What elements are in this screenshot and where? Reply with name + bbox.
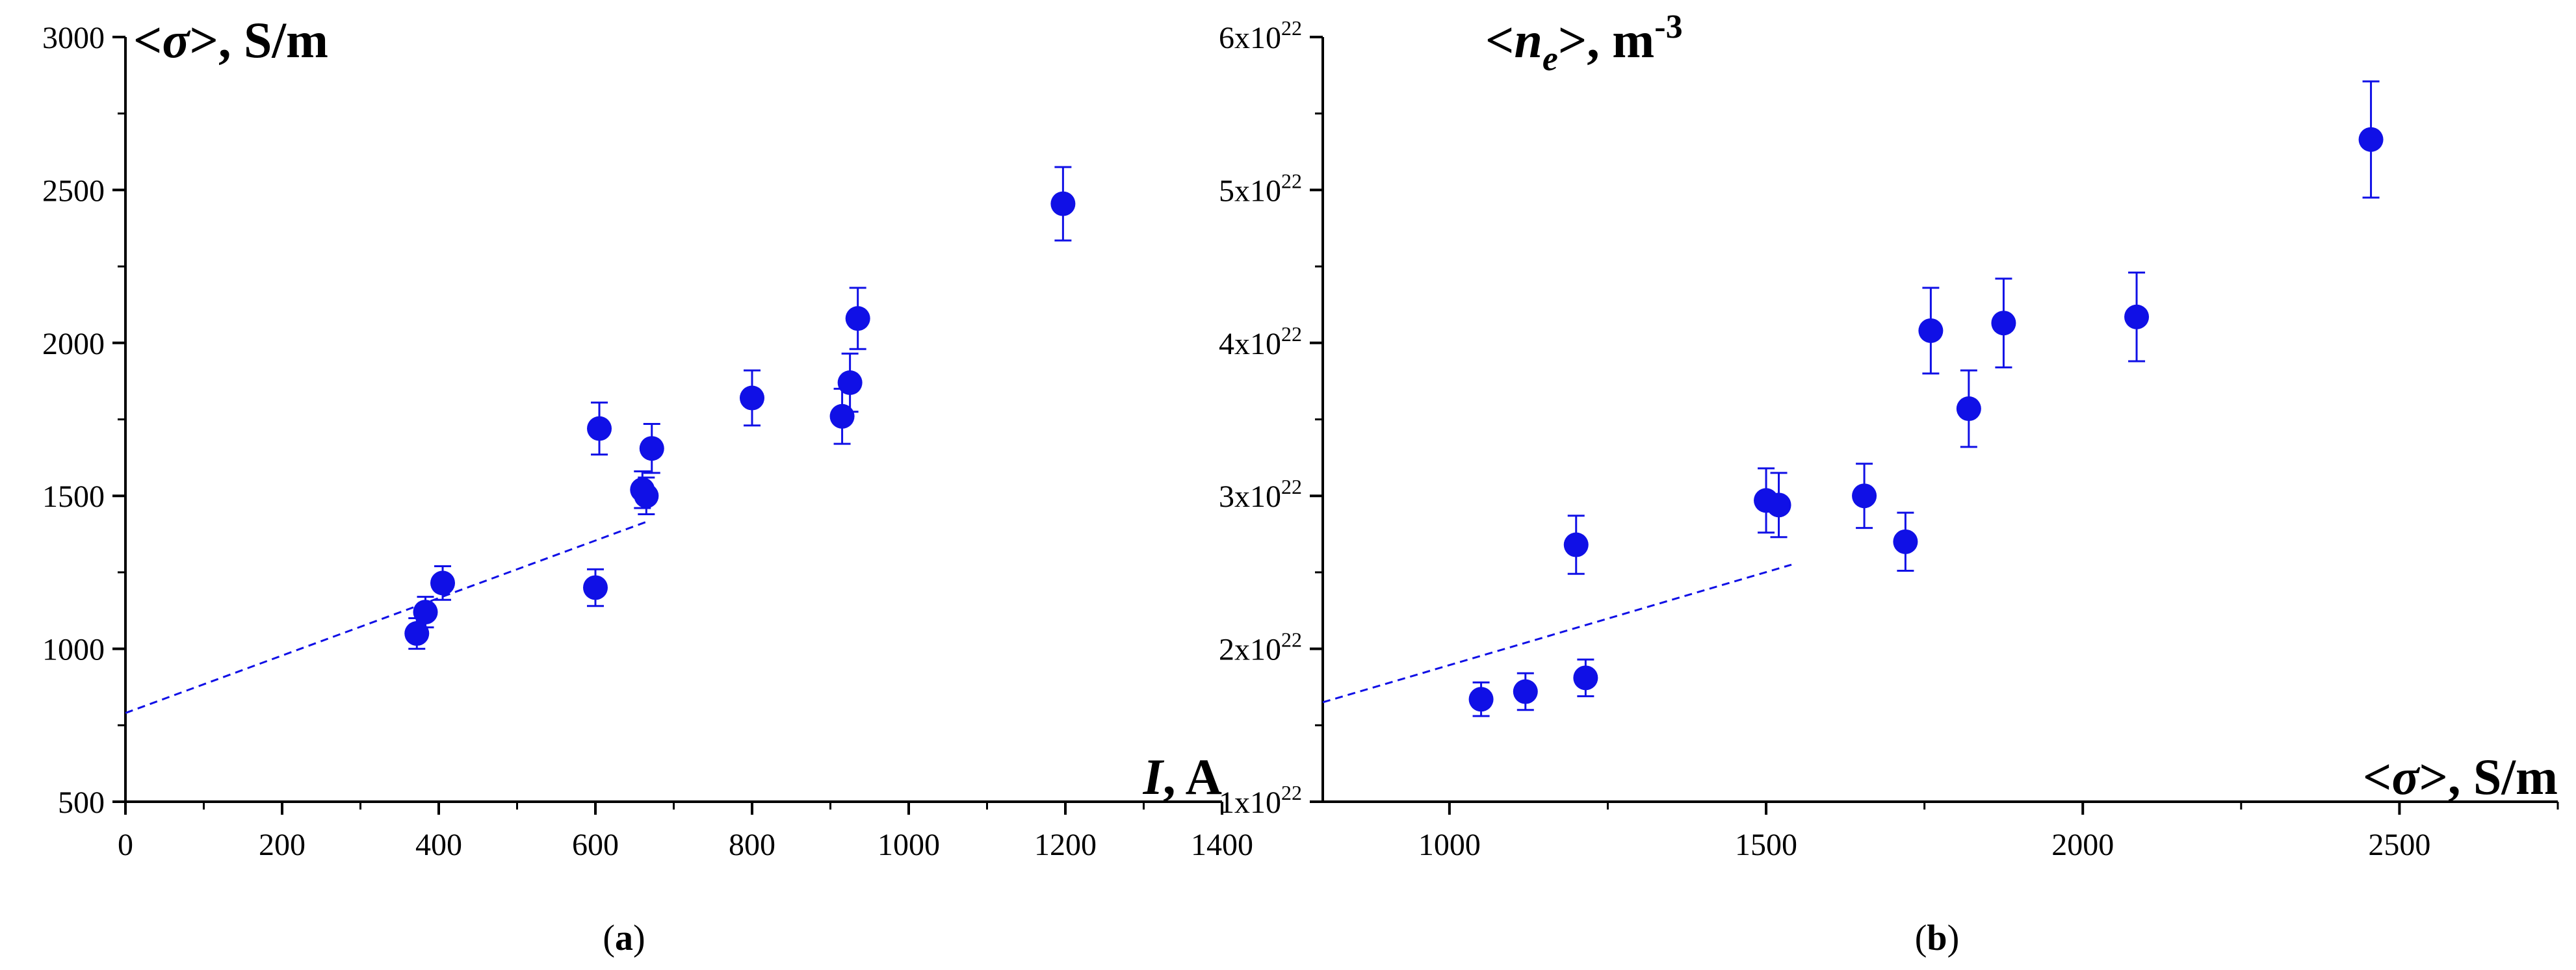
panel-a-y-axis-title-symbol: σ xyxy=(162,12,190,68)
panel-a-data-point xyxy=(634,483,659,509)
panel-a-data-point xyxy=(413,600,438,625)
panel-a-x-tick-label: 1200 xyxy=(1034,828,1097,862)
panel-b-x-axis-title-gt: > xyxy=(2419,748,2448,805)
panel-a-y-tick-label: 1500 xyxy=(42,479,105,514)
panel-b-y-axis-title-symbol: n xyxy=(1514,12,1542,68)
panel-b-y-tick-label: 1x1022 xyxy=(1219,781,1302,820)
panel-b-y-tick-label: 5x1022 xyxy=(1219,169,1302,208)
panel-b-data-point xyxy=(1573,665,1598,691)
panel-b-data-point xyxy=(1918,318,1944,343)
panel-a-data-point xyxy=(837,370,863,396)
panel-a-data-point xyxy=(639,436,664,461)
panel-a-y-tick-label: 1000 xyxy=(42,633,105,667)
panel-b-x-axis-title-unit: , S/m xyxy=(2448,748,2558,805)
panel-b-fit-line xyxy=(1322,563,1792,704)
panel-b-x-axis-title-symbol: σ xyxy=(2391,748,2420,805)
panel-b-caption-open: ( xyxy=(1915,918,1927,958)
panel-a-x-axis-title-unit: , A xyxy=(1163,748,1222,805)
panel-b-y-axis-title-lt: < xyxy=(1485,12,1514,68)
panel-a-x-tick-label: 400 xyxy=(415,828,462,862)
panel-a-x-tick-label: 1400 xyxy=(1191,828,1253,862)
panel-b-y-tick-label: 4x1022 xyxy=(1219,322,1302,361)
panel-a-plot-area: 0 200 400 600 800 1000 1200 1400 500 1000 1500 2000… xyxy=(42,21,1253,862)
svg-text:<σ>, S/m: <σ>, S/m xyxy=(2363,748,2558,805)
panel-a-x-tick-label: 200 xyxy=(259,828,306,862)
panel-b-y-tick-label: 3x1022 xyxy=(1219,475,1302,514)
panel-b-x-tick-label: 1500 xyxy=(1735,828,1797,862)
panel-a-y-tick-label: 500 xyxy=(58,785,105,820)
panel-a-caption-close: ) xyxy=(633,918,645,958)
panel-b-y-tick-label: 6x1022 xyxy=(1219,16,1302,55)
panel-b-plot-area: 1000 1500 2000 2500 1x1022 2x1022 3x1022 4x1022… xyxy=(1219,16,2559,862)
panel-a: <σ>, S/m I, A 0 200 400 600 800 1000 1200 1400 5… xyxy=(42,12,1253,958)
panel-b-data-point xyxy=(1563,532,1589,557)
panel-a-data-point xyxy=(1050,191,1076,216)
panel-b-caption-letter: b xyxy=(1927,918,1947,958)
panel-a-data-point xyxy=(587,416,612,441)
panel-a-caption-letter: a xyxy=(615,918,633,958)
panel-b-data-point xyxy=(1893,529,1918,554)
panel-a-fit-line xyxy=(125,520,647,714)
panel-a-y-tick-label: 2500 xyxy=(42,173,105,208)
panel-a-x-axis-title-symbol: I xyxy=(1143,748,1165,805)
panel-b-y-axis-title-subscript: e xyxy=(1542,39,1558,78)
panel-b-caption-close: ) xyxy=(1947,918,1960,958)
panel-a-data-point xyxy=(845,306,870,331)
panel-b-data-point xyxy=(1991,311,2016,336)
panel-b-x-axis-title-lt: < xyxy=(2363,748,2391,805)
panel-b-data-point xyxy=(2124,304,2150,329)
panel-a-x-tick-label: 800 xyxy=(729,828,775,862)
panel-b-x-tick-label: 1000 xyxy=(1418,828,1481,862)
panel-b-y-axis-title-superscript: -3 xyxy=(1654,8,1682,45)
panel-a-y-axis-title-gt: > xyxy=(190,12,218,68)
panel-a-y-axis-title: <σ>, S/m xyxy=(133,12,328,68)
panel-b-x-tick-label: 2500 xyxy=(2368,828,2430,862)
panel-b-y-axis-title-gt: > xyxy=(1558,12,1587,68)
panel-a-caption: (a) xyxy=(603,918,645,958)
panel-b-y-axis-title: <ne>, m-3 xyxy=(1485,8,1683,78)
panel-a-data-point xyxy=(740,385,764,411)
panel-a-x-axis-title: I, A xyxy=(1143,748,1222,805)
panel-b-data-point xyxy=(1513,679,1538,704)
panel-a-x-tick-label: 600 xyxy=(572,828,619,862)
svg-text:<ne>, m-3: <ne>, m-3 xyxy=(1485,8,1683,78)
svg-text:<σ>, S/m: <σ>, S/m xyxy=(133,12,328,68)
panel-b-x-axis-title: <σ>, S/m xyxy=(2363,748,2558,805)
panel-a-x-tick-label: 0 xyxy=(118,828,133,862)
svg-text:I, A: I, A xyxy=(1143,748,1222,805)
panel-b-data-point xyxy=(1766,492,1791,518)
panel-b-data-point xyxy=(2358,127,2384,152)
panel-b: <ne>, m-3 <σ>, S/m 1000 1500 2000 25001x102… xyxy=(1219,8,2559,958)
panel-b-data-point xyxy=(1956,396,1981,422)
panel-a-x-tick-label: 1000 xyxy=(878,828,940,862)
panel-a-y-tick-label: 2000 xyxy=(42,327,105,361)
panel-b-data-point xyxy=(1852,483,1877,509)
panel-a-caption-open: ( xyxy=(603,918,615,958)
panel-b-x-tick-label: 2000 xyxy=(2051,828,2114,862)
panel-a-data-point xyxy=(430,570,456,596)
panel-a-data-point xyxy=(583,575,608,600)
panel-a-y-tick-label: 3000 xyxy=(42,21,105,55)
panel-a-data-point xyxy=(829,403,855,429)
panel-b-y-tick-label: 2x1022 xyxy=(1219,628,1302,667)
panel-b-data-point xyxy=(1468,687,1494,712)
panel-b-caption: (b) xyxy=(1915,918,1959,958)
panel-a-y-axis-title-lt: < xyxy=(133,12,162,68)
panel-a-y-axis-title-unit: , S/m xyxy=(218,12,328,68)
panel-b-y-axis-title-unit: , m xyxy=(1587,12,1654,68)
